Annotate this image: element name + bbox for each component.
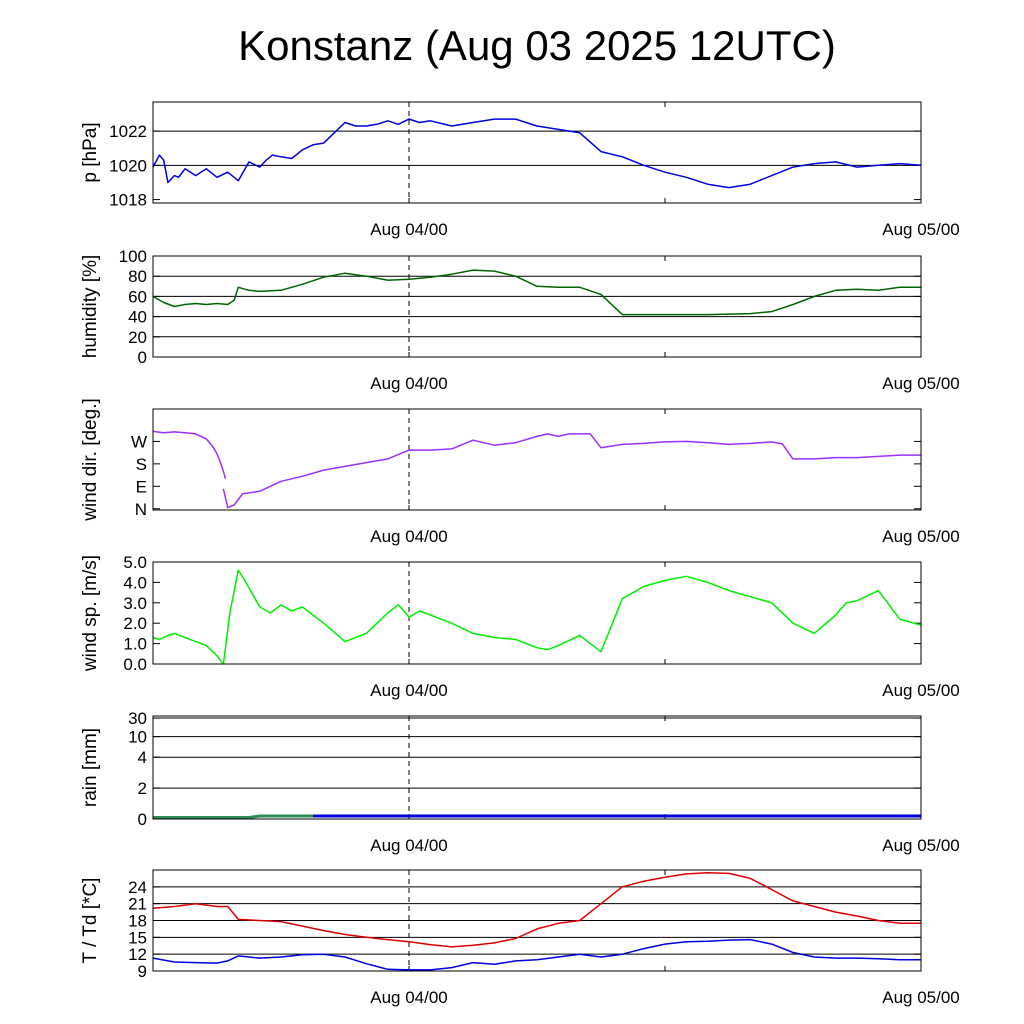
y-tick-label: 1022 (109, 122, 147, 141)
x-tick-label: Aug 04/00 (370, 527, 448, 546)
y-axis-label: rain [mm] (80, 728, 101, 807)
y-tick-label: 1020 (109, 156, 147, 175)
series-line-1 (152, 569, 922, 665)
plot-frame (152, 869, 922, 972)
x-tick-label: Aug 04/00 (370, 220, 448, 239)
y-axis-label: wind sp. [m/s] (80, 555, 101, 672)
x-tick-label: Aug 05/00 (882, 220, 960, 239)
y-tick-label: 0.0 (123, 655, 147, 674)
y-tick-label: W (131, 432, 147, 451)
y-tick-label: 10 (128, 728, 147, 747)
x-tick-label: Aug 04/00 (370, 681, 448, 700)
y-axis-label: wind dir. [deg.] (80, 398, 101, 522)
y-tick-label: 2.0 (123, 614, 147, 633)
chart-title: Konstanz (Aug 03 2025 12UTC) (238, 22, 836, 69)
plot-frame (152, 715, 922, 820)
y-tick-label: 5.0 (123, 553, 147, 572)
series-line-1 (152, 872, 921, 948)
series-line-1 (152, 430, 227, 480)
panel-1: 1018 1020 1022 p [hPa] Aug 04/00 Aug 05/00 (80, 101, 960, 239)
y-tick-label: 0 (138, 810, 147, 829)
y-tick-label: 80 (128, 267, 147, 286)
y-tick-label: 4.0 (123, 573, 147, 592)
x-tick-label: Aug 04/00 (370, 836, 448, 855)
x-tick-label: Aug 04/00 (370, 988, 448, 1007)
series-line-1 (152, 118, 922, 189)
panel-4: 0.01.0 2.03.0 4.05.0 wind sp. [m/s] Aug 04/0… (80, 553, 960, 700)
x-tick-label: Aug 04/00 (370, 374, 448, 393)
y-tick-label: 3.0 (123, 594, 147, 613)
y-tick-label: 9 (138, 962, 147, 981)
x-tick-label: Aug 05/00 (882, 988, 960, 1007)
y-tick-label: 12 (128, 945, 147, 964)
series-line-2 (222, 433, 921, 509)
y-tick-label: 40 (128, 308, 147, 327)
y-tick-label: 4 (138, 748, 147, 767)
series-line-2 (152, 938, 921, 971)
y-tick-label: 30 (128, 709, 147, 728)
y-axis-label: humidity [%] (80, 255, 101, 358)
plot-frame (152, 255, 922, 358)
y-tick-label: 60 (128, 287, 147, 306)
y-tick-label: 1018 (109, 191, 147, 210)
y-tick-label: 1.0 (123, 635, 147, 654)
y-tick-label: N (135, 500, 147, 519)
y-tick-label: 20 (128, 328, 147, 347)
y-tick-label: 0 (138, 348, 147, 367)
y-tick-label: E (136, 477, 147, 496)
y-tick-label: 21 (128, 895, 147, 914)
y-axis-label: p [hPa] (80, 122, 101, 182)
x-tick-label: Aug 05/00 (882, 681, 960, 700)
y-tick-label: 100 (119, 247, 147, 266)
y-tick-label: 18 (128, 912, 147, 931)
series-line-1 (152, 269, 921, 316)
y-tick-label: 24 (128, 878, 147, 897)
series-line-1 (153, 814, 324, 819)
y-tick-label: 2 (138, 779, 147, 798)
x-tick-label: Aug 05/00 (882, 527, 960, 546)
plot-frame (152, 101, 922, 204)
plot-frame (152, 408, 922, 511)
x-tick-label: Aug 05/00 (882, 836, 960, 855)
y-axis-label: T / Td [*C] (80, 878, 101, 964)
y-tick-label: S (136, 455, 147, 474)
y-tick-label: 15 (128, 928, 147, 947)
x-tick-label: Aug 05/00 (882, 374, 960, 393)
plot-frame (152, 561, 922, 665)
